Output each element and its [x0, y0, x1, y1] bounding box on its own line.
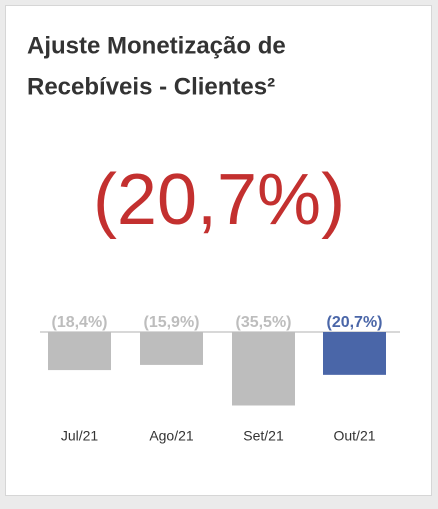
- card-background: [5, 5, 432, 496]
- bar: [323, 332, 386, 375]
- bar: [140, 332, 203, 365]
- x-tick-label: Set/21: [243, 428, 284, 444]
- bar: [48, 332, 111, 371]
- value-label: (20,7%): [326, 314, 382, 331]
- x-tick-label: Ago/21: [149, 428, 194, 444]
- value-label: (15,9%): [143, 314, 199, 331]
- bar: [232, 332, 295, 406]
- value-label: (18,4%): [51, 314, 107, 331]
- value-label: (35,5%): [235, 314, 291, 331]
- headline-value: (20,7%): [93, 160, 345, 240]
- x-tick-label: Out/21: [333, 428, 375, 444]
- card-title: Ajuste Monetização de: [27, 32, 286, 59]
- card-title: Recebíveis - Clientes²: [27, 73, 275, 100]
- x-tick-label: Jul/21: [61, 428, 99, 444]
